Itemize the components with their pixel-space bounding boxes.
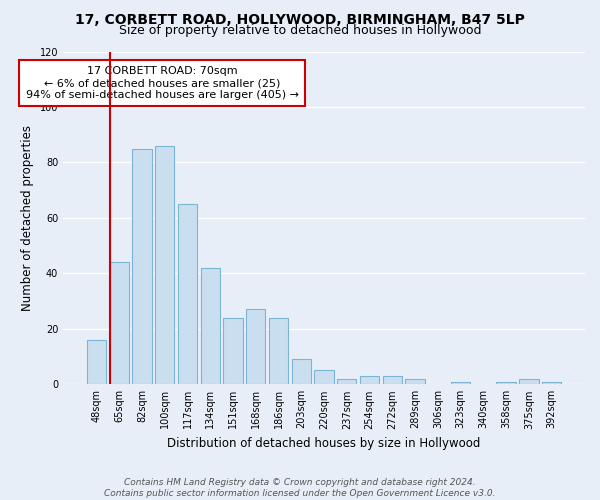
Bar — [223, 318, 243, 384]
Bar — [246, 310, 265, 384]
Bar — [314, 370, 334, 384]
Bar — [337, 379, 356, 384]
Bar — [292, 360, 311, 384]
Bar — [451, 382, 470, 384]
Bar — [519, 379, 539, 384]
Bar — [110, 262, 129, 384]
Bar — [496, 382, 516, 384]
Bar — [200, 268, 220, 384]
Bar — [155, 146, 175, 384]
Text: 17 CORBETT ROAD: 70sqm
← 6% of detached houses are smaller (25)
94% of semi-deta: 17 CORBETT ROAD: 70sqm ← 6% of detached … — [26, 66, 299, 100]
Bar — [406, 379, 425, 384]
Bar — [178, 204, 197, 384]
Bar — [542, 382, 561, 384]
Text: Contains HM Land Registry data © Crown copyright and database right 2024.
Contai: Contains HM Land Registry data © Crown c… — [104, 478, 496, 498]
Text: 17, CORBETT ROAD, HOLLYWOOD, BIRMINGHAM, B47 5LP: 17, CORBETT ROAD, HOLLYWOOD, BIRMINGHAM,… — [75, 12, 525, 26]
Bar — [87, 340, 106, 384]
Y-axis label: Number of detached properties: Number of detached properties — [21, 125, 34, 311]
Bar — [383, 376, 402, 384]
Text: Size of property relative to detached houses in Hollywood: Size of property relative to detached ho… — [119, 24, 481, 37]
Bar — [360, 376, 379, 384]
X-axis label: Distribution of detached houses by size in Hollywood: Distribution of detached houses by size … — [167, 437, 481, 450]
Bar — [133, 148, 152, 384]
Bar — [269, 318, 288, 384]
